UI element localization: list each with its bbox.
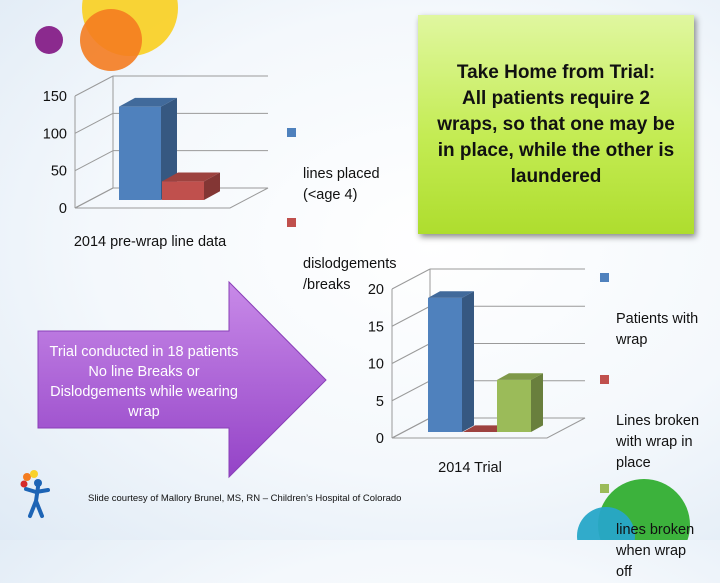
bar-top	[428, 291, 474, 298]
gridline-side	[74, 112, 114, 134]
legend-item: dislodgements /breaks	[287, 212, 397, 296]
bar	[428, 291, 474, 432]
legend-swatch	[600, 375, 609, 384]
gridline-side	[74, 150, 114, 172]
legend-item: Lines broken with wrap in place	[600, 369, 699, 474]
legend-item: lines placed (<age 4)	[287, 122, 397, 206]
legend-swatch	[600, 484, 609, 493]
legend-label: dislodgements /breaks	[303, 256, 397, 293]
legend-swatch	[287, 218, 296, 227]
orange-circle	[80, 9, 142, 71]
y-tick-label: 20	[368, 282, 384, 298]
gridline-side	[391, 305, 431, 327]
bar-side	[531, 373, 543, 432]
legend-label: lines placed (<age 4)	[303, 166, 380, 203]
y-tick-label: 10	[368, 357, 384, 373]
bar-side	[462, 291, 474, 432]
bar	[497, 373, 543, 432]
y-tick-label: 0	[376, 431, 384, 447]
chart1-category-label: 2014 pre-wrap line data	[73, 234, 227, 250]
bar-top	[162, 172, 220, 182]
bar-front	[119, 106, 161, 200]
legend-item: Patients with wrap	[600, 267, 699, 351]
trial-chart: 0 5 10 15 20	[368, 268, 586, 447]
legend-label: lines broken when wrap off	[616, 522, 695, 580]
bar-front	[428, 297, 462, 432]
legend-swatch	[287, 128, 296, 137]
chart2-legend: Patients with wrap Lines broken with wra…	[600, 267, 699, 583]
decorative-circles	[35, 0, 690, 540]
purple-circle	[35, 26, 63, 54]
chart-floor	[391, 417, 586, 439]
gridline-side	[391, 268, 431, 290]
trial-note: Trial conducted in 18 patients No line B…	[49, 344, 239, 420]
y-tick-label: 5	[376, 394, 384, 410]
y-tick-label: 15	[368, 319, 384, 335]
y-tick-label: 100	[43, 126, 67, 142]
y-tick-label: 0	[59, 201, 67, 217]
chart-floor	[74, 187, 269, 209]
gridline-side	[391, 343, 431, 364]
takeaway-text: Take Home from Trial: All patients requi…	[437, 61, 675, 187]
bar-side	[161, 97, 177, 200]
bar-top	[497, 373, 543, 380]
bar	[162, 172, 220, 200]
legend-swatch	[600, 273, 609, 282]
chart1-legend: lines placed (<age 4) dislodgements /bre…	[287, 122, 397, 296]
bar	[119, 97, 177, 200]
legend-label: Patients with wrap	[616, 311, 699, 348]
pre-wrap-chart: 0 50 100 150	[43, 75, 269, 217]
gridline-side	[74, 75, 114, 97]
logo-icon	[20, 470, 50, 518]
teal-circle	[577, 507, 635, 540]
legend-label: Lines broken with wrap in place	[616, 413, 700, 471]
bar-side	[204, 172, 220, 200]
bar-top	[119, 97, 177, 107]
chart2-category-label: 2014 Trial	[438, 460, 502, 476]
trial-arrow	[37, 280, 327, 479]
legend-item: lines broken when wrap off	[600, 478, 699, 583]
bar-front	[497, 379, 531, 432]
y-tick-label: 150	[43, 89, 67, 105]
takeaway-panel: Take Home from Trial: All patients requi…	[418, 15, 694, 234]
arrow-shape	[37, 280, 327, 479]
footer-credit: Slide courtesy of Mallory Brunel, MS, RN…	[88, 493, 402, 504]
gridline-side	[391, 380, 431, 402]
bar-front	[162, 181, 204, 200]
y-tick-label: 50	[51, 164, 67, 180]
